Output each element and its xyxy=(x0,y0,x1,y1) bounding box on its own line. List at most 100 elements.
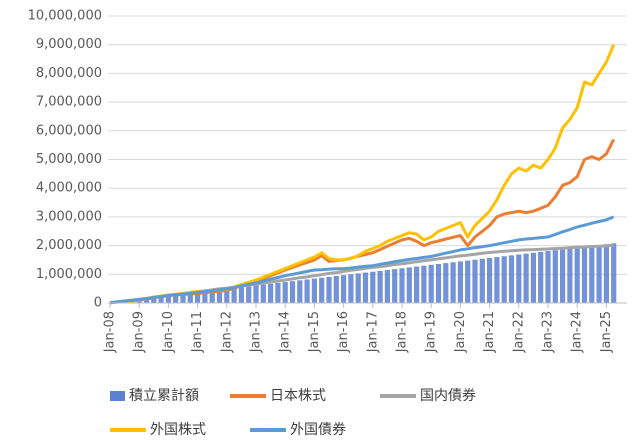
x-tick-label: Jan-23 xyxy=(541,311,556,353)
x-tick-label: Jan-10 xyxy=(161,311,176,353)
bar xyxy=(304,279,310,303)
legend-label: 国内債券 xyxy=(420,388,476,404)
bar xyxy=(443,263,449,303)
bar xyxy=(311,278,317,303)
bar xyxy=(341,275,347,303)
x-tick-label: Jan-22 xyxy=(511,311,526,353)
bar xyxy=(567,248,573,303)
x-tick-label: Jan-19 xyxy=(424,311,439,353)
bar xyxy=(581,246,588,303)
y-tick-label: 4,000,000 xyxy=(36,181,102,196)
bar xyxy=(384,269,390,303)
bar xyxy=(574,247,580,303)
bar xyxy=(253,285,259,303)
bar xyxy=(399,268,405,303)
y-tick-label: 0 xyxy=(94,296,102,311)
bar xyxy=(355,273,361,303)
y-tick-label: 10,000,000 xyxy=(28,9,102,24)
bar xyxy=(406,267,412,303)
bar xyxy=(392,269,398,303)
x-tick-label: Jan-25 xyxy=(599,311,614,353)
bar xyxy=(209,290,215,303)
bar xyxy=(158,296,164,303)
x-tick-label: Jan-09 xyxy=(132,311,147,353)
y-tick-label: 7,000,000 xyxy=(36,95,102,110)
y-tick-label: 2,000,000 xyxy=(36,238,102,253)
bar xyxy=(202,291,208,303)
bar xyxy=(165,295,171,303)
bar xyxy=(143,298,150,303)
x-tick-label: Jan-18 xyxy=(395,311,410,353)
legend-label: 外国債券 xyxy=(290,422,346,438)
x-tick-label: Jan-08 xyxy=(103,311,118,353)
bar xyxy=(289,281,296,303)
bar xyxy=(377,270,383,303)
y-tick-label: 9,000,000 xyxy=(36,37,102,52)
bar xyxy=(260,284,266,303)
y-tick-label: 3,000,000 xyxy=(36,209,102,224)
x-tick-label: Jan-24 xyxy=(570,311,585,353)
bar xyxy=(487,257,493,303)
bar xyxy=(370,271,376,303)
bar xyxy=(501,256,507,303)
bar xyxy=(326,276,332,303)
bar xyxy=(362,272,369,303)
y-tick-label: 8,000,000 xyxy=(36,66,102,81)
bar xyxy=(282,282,288,303)
bar xyxy=(538,251,544,303)
bar xyxy=(472,259,478,303)
bar xyxy=(596,245,602,303)
bar xyxy=(450,262,456,303)
bar xyxy=(508,255,515,303)
bar xyxy=(173,294,179,303)
bar xyxy=(457,261,463,303)
bar xyxy=(516,254,522,303)
bar xyxy=(603,244,609,303)
bar xyxy=(151,297,157,303)
bar xyxy=(187,293,193,303)
bar xyxy=(560,249,566,303)
x-tick-label: Jan-12 xyxy=(219,311,234,353)
bar xyxy=(465,260,471,303)
bar xyxy=(545,251,551,303)
bar xyxy=(319,277,325,303)
bar xyxy=(348,274,354,303)
x-tick-label: Jan-21 xyxy=(482,311,497,353)
bar xyxy=(611,243,617,303)
x-tick-label: Jan-17 xyxy=(365,311,380,353)
y-tick-label: 5,000,000 xyxy=(36,152,102,167)
bar xyxy=(195,292,201,303)
bar xyxy=(238,287,244,303)
bar xyxy=(275,282,281,303)
bar xyxy=(421,265,427,303)
x-tick-label: Jan-13 xyxy=(249,311,264,353)
line xyxy=(109,215,615,305)
bar xyxy=(180,294,186,303)
bar xyxy=(216,289,223,303)
legend-swatch xyxy=(110,391,125,401)
bar xyxy=(435,263,442,303)
bar xyxy=(428,264,434,303)
bar xyxy=(231,288,237,303)
x-tick-label: Jan-11 xyxy=(190,311,205,353)
bar xyxy=(333,276,339,303)
bar xyxy=(530,252,536,303)
legend-label: 積立累計額 xyxy=(129,388,199,404)
bar xyxy=(224,288,230,303)
x-tick-label: Jan-15 xyxy=(307,311,322,353)
legend-label: 外国株式 xyxy=(150,422,206,438)
bar xyxy=(268,283,274,303)
bar xyxy=(414,266,420,303)
legend-label: 日本株式 xyxy=(270,388,326,404)
bar xyxy=(297,280,303,303)
bar xyxy=(246,286,252,303)
x-tick-label: Jan-14 xyxy=(278,311,293,353)
x-tick-label: Jan-16 xyxy=(336,311,351,353)
x-tick-label: Jan-20 xyxy=(453,311,468,353)
y-tick-label: 6,000,000 xyxy=(36,123,102,138)
bar xyxy=(589,245,595,303)
bar xyxy=(479,258,485,303)
bar xyxy=(494,257,500,303)
bar xyxy=(552,250,558,303)
